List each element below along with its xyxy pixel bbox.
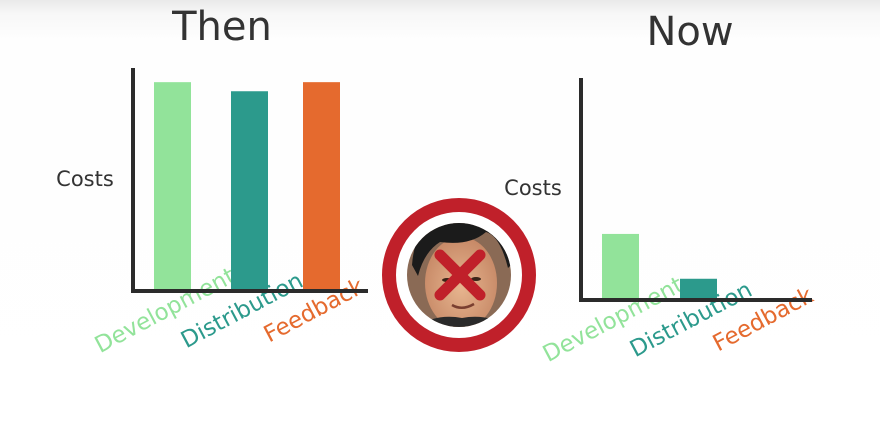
badge-ring <box>382 198 536 352</box>
then-bar-development <box>154 82 191 291</box>
now-chart-title: Now <box>646 9 733 55</box>
cross-mark-icon <box>434 249 486 301</box>
crossed-out-portrait-icon <box>382 198 536 352</box>
then-chart-title: Then <box>171 4 272 50</box>
now-bar-development <box>602 233 639 300</box>
now-y-axis-label: Costs <box>504 176 562 200</box>
then-bar-distribution <box>231 91 268 292</box>
then-y-axis-label: Costs <box>56 167 114 191</box>
then-bar-feedback <box>303 82 340 291</box>
now-bar-distribution <box>680 278 717 300</box>
